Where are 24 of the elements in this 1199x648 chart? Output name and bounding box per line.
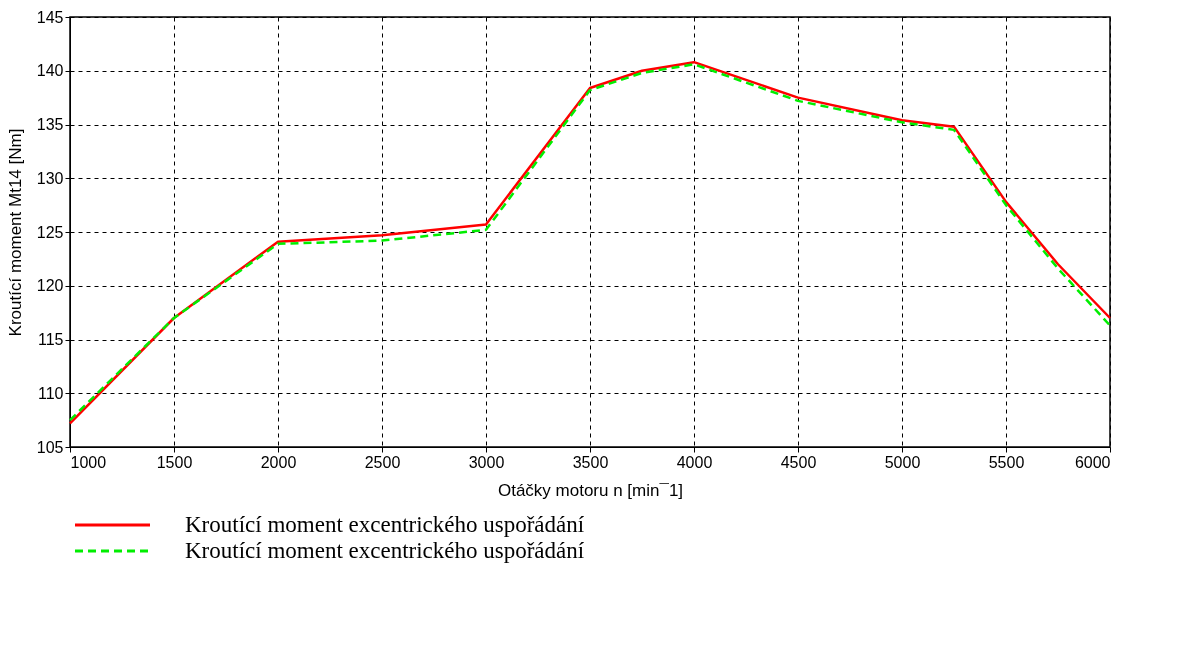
x-tick-label: 2000 bbox=[260, 453, 297, 471]
y-tick-label: 120 bbox=[36, 277, 64, 295]
x-tick-label: 1500 bbox=[156, 453, 193, 471]
x-tick-label: 3000 bbox=[468, 453, 505, 471]
y-tick-label: 140 bbox=[36, 62, 64, 80]
x-tick-label: 4500 bbox=[780, 453, 817, 471]
x-tick-label: 2500 bbox=[364, 453, 401, 471]
y-tick-label: 115 bbox=[37, 331, 64, 348]
x-tick-label: 5000 bbox=[884, 453, 921, 471]
y-tick-label: 145 bbox=[36, 8, 64, 26]
x-tick-label: 4000 bbox=[676, 453, 713, 471]
x-tick-label: 5500 bbox=[988, 453, 1025, 471]
y-tick-label: 130 bbox=[36, 169, 64, 187]
y-tick-label: 105 bbox=[36, 438, 64, 456]
legend-label: Kroutící moment excentrického uspořádání bbox=[185, 512, 585, 538]
y-tick-label: 135 bbox=[36, 116, 64, 133]
x-tick-label: 3500 bbox=[572, 453, 609, 471]
y-tick-label: 125 bbox=[36, 223, 64, 241]
x-tick-label: 1000 bbox=[70, 453, 107, 471]
x-tick-label: 6000 bbox=[1074, 453, 1111, 471]
y-axis-title: Kroutící moment Mt14 [Nm] bbox=[5, 128, 25, 337]
x-axis-title: Otáčky motoru n [min¯1] bbox=[497, 480, 684, 500]
legend-label: Kroutící moment excentrického uspořádání bbox=[185, 537, 585, 563]
y-tick-label: 110 bbox=[37, 384, 64, 402]
